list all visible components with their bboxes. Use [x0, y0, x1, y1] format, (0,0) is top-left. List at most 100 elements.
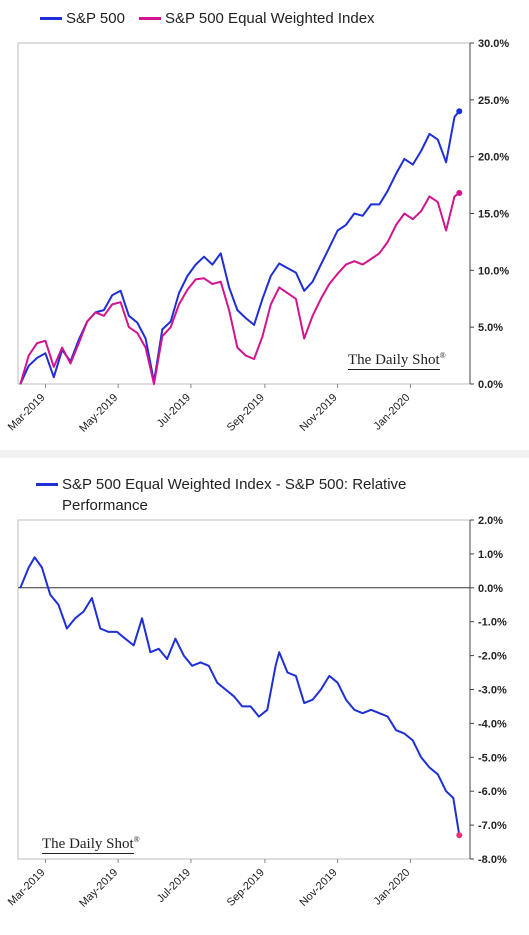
top-series-1-point [211, 283, 213, 285]
top-series-0-point [270, 275, 272, 277]
bottom-y-tick-label: -7.0% [478, 820, 507, 832]
legend-swatch-relative [36, 483, 58, 486]
bottom-series-0-point [328, 675, 330, 677]
bottom-series-0-point [412, 739, 414, 741]
top-chart-legend: S&P 500 S&P 500 Equal Weighted Index [40, 10, 389, 27]
bottom-x-tick-label: Mar-2019 [6, 867, 48, 909]
top-series-0-point [437, 139, 439, 141]
top-series-0-point [161, 328, 163, 331]
bottom-series-0-point [41, 566, 43, 569]
top-series-1-point [61, 347, 63, 349]
bottom-series-0-point [370, 709, 372, 711]
bottom-watermark-mark: ® [133, 835, 140, 844]
top-series-0-point [261, 298, 264, 300]
top-y-tick-label: 20.0% [478, 152, 509, 164]
bottom-y-tick-label: -3.0% [478, 685, 507, 697]
bottom-series-0-point [295, 675, 297, 677]
bottom-y-tick-label: -2.0% [478, 651, 507, 663]
top-series-1-point [78, 342, 80, 344]
legend-item-equal-weighted: S&P 500 Equal Weighted Index [138, 10, 375, 27]
top-series-1-point [278, 286, 280, 288]
bottom-series-0-point [133, 644, 135, 647]
top-series-1-point [186, 289, 188, 291]
top-series-0-point [195, 264, 197, 266]
top-plot-frame [17, 42, 471, 385]
top-series-0-point [178, 292, 180, 294]
bottom-series-0-point [191, 665, 193, 667]
top-x-tick-label: Sep-2019 [225, 392, 267, 434]
top-series-0-point [211, 264, 213, 266]
bottom-chart-svg: -8.0% -7.0% -6.0% -5.0% -4.0% -3.0% -2.0% -1.0%… [6, 515, 507, 910]
top-series-1-point [86, 320, 88, 323]
bottom-y-tick-label: 1.0% [478, 549, 503, 561]
bottom-x-tick-label: May-2019 [77, 867, 120, 910]
top-series-1-point [69, 362, 72, 365]
top-series-1-point [328, 283, 330, 285]
top-series-1-point [403, 212, 406, 215]
top-series-0-point [136, 322, 138, 324]
top-series-1-point [286, 292, 289, 294]
bottom-series-0-point [337, 682, 339, 684]
bottom-series-0-point [452, 797, 454, 799]
top-series-0-point [286, 267, 289, 269]
top-series-1-point [453, 195, 456, 198]
top-series-0-point [44, 352, 47, 354]
top-series-1-point [420, 210, 422, 212]
legend-swatch-equal-weighted [138, 17, 161, 20]
bottom-plot-frame [17, 519, 471, 860]
top-y-tick-label: 30.0% [478, 38, 509, 50]
bottom-series-0-point [149, 651, 151, 653]
top-series-1-point [370, 258, 372, 260]
top-series-1-point [353, 260, 355, 262]
bottom-x-tick-label: Nov-2019 [298, 867, 340, 909]
top-series-1-point [94, 311, 97, 313]
top-series-0-point [445, 161, 447, 163]
bottom-y-tick-label: -5.0% [478, 752, 507, 764]
top-y-tick-label: 0.0% [478, 379, 503, 391]
top-series-1-point [195, 278, 197, 281]
bottom-series-line-0 [19, 556, 461, 836]
bottom-series-0-point [345, 699, 347, 701]
top-series-0-point [170, 320, 172, 323]
bottom-series-0-point [353, 709, 355, 711]
bottom-series-0-point [249, 705, 252, 708]
top-series-1-end-marker [456, 190, 463, 197]
top-series-1-point [119, 301, 122, 303]
bottom-x-tick-label: Sep-2019 [225, 867, 267, 909]
bottom-series-0-point [99, 627, 101, 630]
top-series-0-point [345, 224, 347, 226]
bottom-y-tick-label: -8.0% [478, 854, 507, 866]
bottom-series-0-point [183, 655, 185, 657]
bottom-watermark: The Daily Shot® [42, 835, 140, 854]
top-series-0-point [428, 133, 431, 135]
bottom-series-0-point [437, 773, 439, 775]
legend-label-relative: S&P 500 Equal Weighted Index - S&P 500: … [62, 476, 407, 514]
bottom-series-0-point [278, 651, 280, 653]
top-series-1-point [270, 303, 272, 306]
bottom-series-0-point [74, 617, 76, 619]
top-x-tick-label: Jul-2019 [155, 392, 193, 430]
top-series-0-point [403, 158, 406, 160]
top-series-1-point [53, 366, 55, 368]
top-series-0-point [278, 262, 280, 265]
bottom-series-0-point [82, 610, 85, 613]
bottom-series-0-point [49, 593, 51, 596]
bottom-series-0-point [395, 729, 397, 731]
top-series-1-point [345, 264, 347, 266]
top-series-0-point [36, 357, 38, 359]
bottom-series-0-point [166, 658, 168, 660]
bottom-series-0-point [158, 648, 160, 650]
top-series-0-point [395, 173, 397, 175]
bottom-series-0-point [224, 688, 227, 691]
top-series-1-point [36, 342, 38, 344]
top-series-0-point [320, 264, 322, 266]
bottom-series-0-point [57, 604, 60, 606]
bottom-series-0-point [275, 665, 277, 667]
top-series-1-point [412, 218, 414, 220]
bottom-chart-legend: S&P 500 Equal Weighted Index - S&P 500: … [36, 474, 466, 516]
bottom-series-0-end-marker [456, 832, 463, 839]
top-series-0-point [228, 286, 230, 288]
top-series-0-point [337, 229, 339, 232]
top-series-0-point [103, 309, 105, 311]
